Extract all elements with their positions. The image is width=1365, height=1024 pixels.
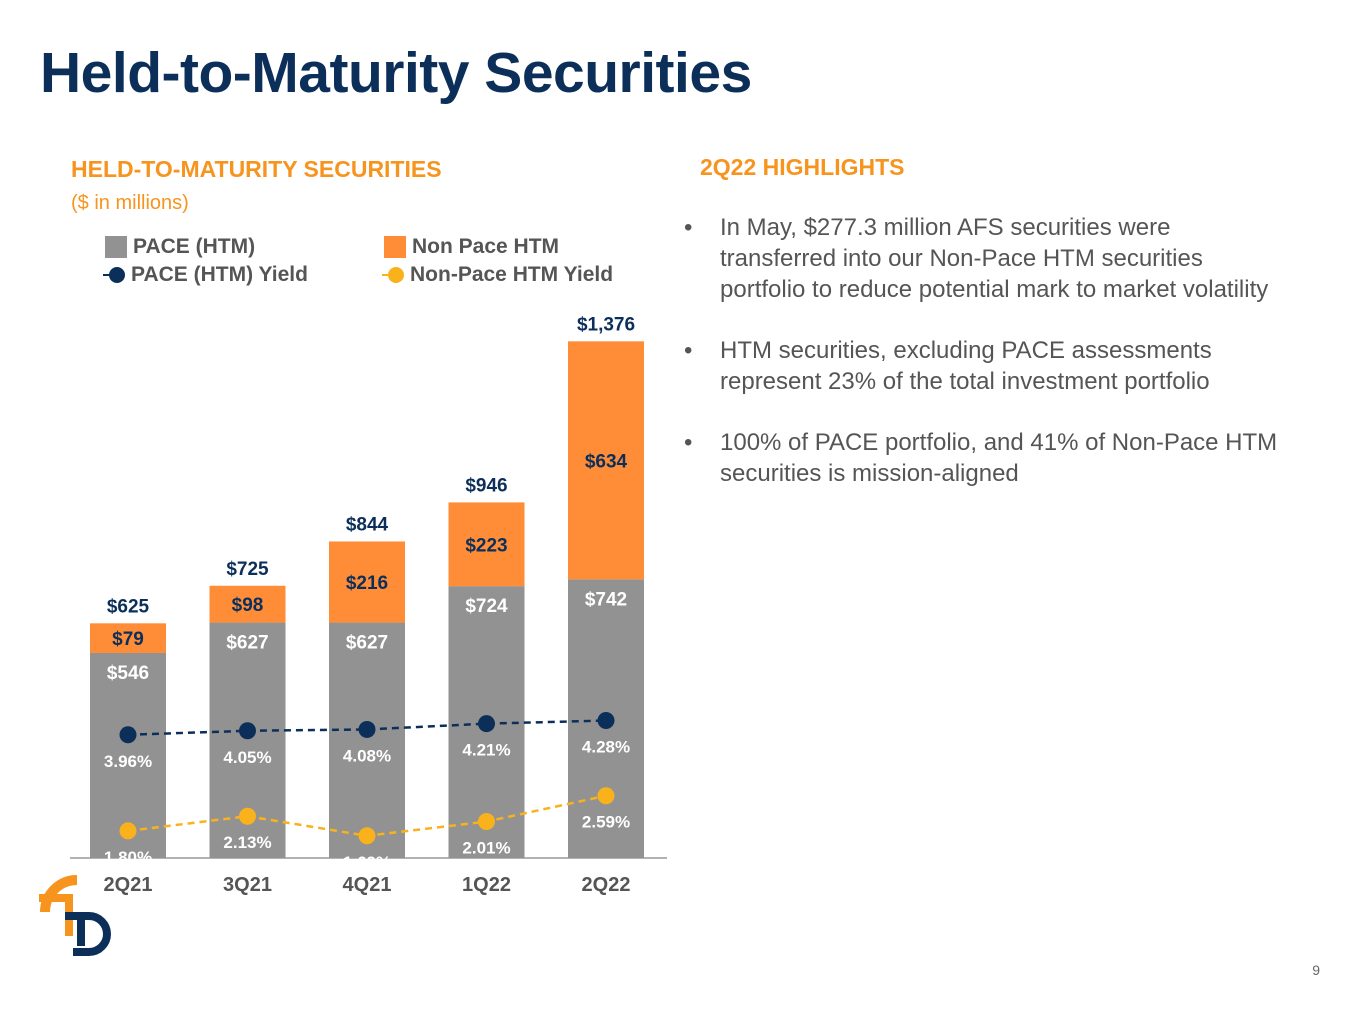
non-pace-yield-point: [478, 813, 495, 831]
bar-non-pace-htm: [209, 585, 286, 623]
pace-yield-point: [358, 720, 376, 738]
pace-yield-point: [239, 722, 256, 740]
highlight-bullet: • 100% of PACE portfolio, and 41% of Non…: [684, 427, 1284, 489]
data-label-non-pace: $98: [232, 595, 264, 616]
x-tick-label: 2Q22: [582, 874, 631, 896]
legend-non-pace-yield: Non-Pace HTM Yield: [382, 263, 613, 287]
legend-pace-htm: PACE (HTM): [105, 235, 255, 259]
legend-label: PACE (HTM) Yield: [131, 263, 308, 286]
data-label-pace: $724: [465, 596, 508, 617]
legend-swatch-orange: [384, 236, 406, 258]
non-pace-yield-point: [358, 827, 376, 845]
data-label-non-pace: $79: [112, 629, 144, 650]
highlight-text: HTM securities, excluding PACE assessmen…: [720, 337, 1212, 395]
non-pace-yield-label: 2.13%: [223, 833, 271, 852]
total-label: $725: [226, 559, 269, 580]
legend-label: Non Pace HTM: [412, 235, 560, 258]
x-tick-label: 1Q22: [462, 874, 511, 896]
data-label-non-pace: $634: [585, 451, 628, 472]
bar-non-pace-htm: [90, 623, 166, 653]
pace-yield-label: 4.05%: [223, 748, 271, 767]
legend-pace-yield: PACE (HTM) Yield: [103, 263, 308, 287]
highlights-title: 2Q22 HIGHLIGHTS: [700, 154, 905, 180]
bullet-mark: •: [684, 429, 693, 456]
pace-yield-point: [478, 715, 495, 733]
bar-chart: $546 $79 $625 2Q21 $627 $98 $725 3Q21 $627 $216 $8…: [70, 314, 667, 896]
legend-marker-navy: [103, 264, 127, 286]
chart-title: HELD-TO-MATURITY SECURITIES: [71, 156, 442, 182]
chart-subtitle: ($ in millions): [71, 192, 189, 214]
highlights-list: • In May, $277.3 million AFS securities …: [684, 212, 1284, 519]
pace-yield-label: 4.21%: [462, 741, 510, 760]
highlight-bullet: • HTM securities, excluding PACE assessm…: [684, 335, 1284, 397]
non-pace-yield-point: [597, 787, 615, 805]
bullet-mark: •: [684, 214, 693, 241]
bar-non-pace-htm: [448, 502, 525, 587]
non-pace-yield-label: 1.69%: [343, 853, 391, 872]
highlight-text: 100% of PACE portfolio, and 41% of Non-P…: [720, 429, 1278, 487]
highlight-text: In May, $277.3 million AFS securities we…: [720, 214, 1269, 303]
bar-non-pace-htm: [329, 541, 405, 623]
total-label: $946: [465, 475, 507, 496]
legend-non-pace-htm: Non Pace HTM: [384, 235, 559, 259]
pace-yield-label: 3.96%: [104, 752, 152, 771]
data-label-pace: $627: [346, 633, 388, 654]
pace-yield-point: [119, 726, 137, 744]
bullet-mark: •: [684, 337, 693, 364]
x-tick-label: 3Q21: [223, 874, 272, 896]
legend-label: Non-Pace HTM Yield: [410, 263, 614, 286]
pace-yield-point: [597, 712, 615, 730]
legend-swatch-gray: [105, 236, 127, 258]
data-label-non-pace: $223: [465, 535, 507, 556]
x-tick-label: 2Q21: [104, 874, 153, 896]
non-pace-yield-label: 1.80%: [104, 848, 152, 867]
non-pace-yield-label: 2.59%: [582, 813, 630, 832]
data-label-pace: $546: [107, 663, 149, 684]
total-label: $1,376: [577, 314, 635, 335]
non-pace-yield-point: [119, 822, 137, 840]
data-label-pace: $742: [585, 589, 627, 610]
bar-non-pace-htm: [568, 341, 644, 580]
pace-yield-label: 4.08%: [343, 746, 391, 765]
legend-label: PACE (HTM): [133, 235, 256, 258]
pace-yield-line: [127, 719, 607, 737]
data-label-pace: $627: [226, 633, 268, 654]
bar-pace-htm: [329, 622, 405, 858]
total-label: $844: [346, 514, 389, 535]
data-label-non-pace: $216: [346, 573, 388, 594]
x-tick-label: 4Q21: [343, 874, 392, 896]
non-pace-yield-label: 2.01%: [462, 839, 510, 858]
total-label: $625: [107, 596, 150, 617]
page-number: 9: [1312, 962, 1320, 978]
company-logo: [39, 875, 111, 956]
page-title: Held-to-Maturity Securities: [40, 41, 752, 105]
legend-marker-gold: [382, 264, 406, 286]
pace-yield-label: 4.28%: [582, 738, 630, 757]
highlight-bullet: • In May, $277.3 million AFS securities …: [684, 212, 1284, 305]
non-pace-yield-point: [239, 807, 256, 825]
